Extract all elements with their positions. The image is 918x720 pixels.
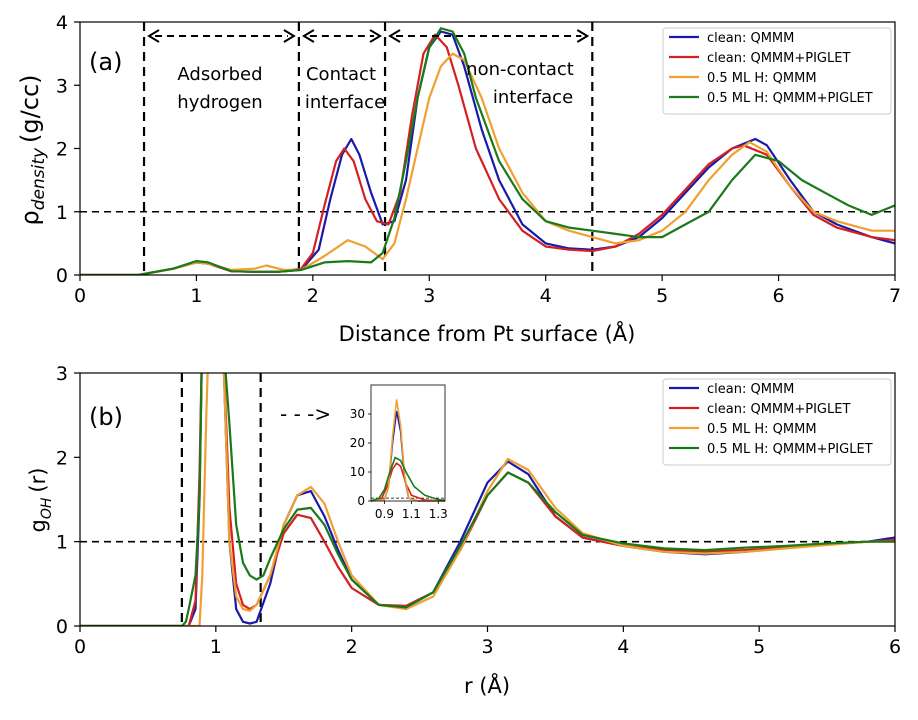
legend-label: 0.5 ML H: QMMM xyxy=(707,422,817,437)
region-label-adsorbed-line2: hydrogen xyxy=(177,92,262,113)
x-tick-label: 7 xyxy=(889,285,901,307)
region-arrowhead-right xyxy=(369,29,382,43)
panel-a-region-annotations: Adsorbed hydrogen Contact interface non-… xyxy=(147,29,590,113)
y-tick-label: 0 xyxy=(56,616,68,638)
region-arrowhead-left xyxy=(388,29,401,43)
panel-a-y-label-unit: (g/cc) xyxy=(16,74,44,142)
x-tick-label: 0 xyxy=(74,636,86,658)
panel-b-y-axis-label: gOH (r) xyxy=(26,468,55,533)
legend-label: 0.5 ML H: QMMM+PIGLET xyxy=(707,442,873,457)
panel-b-plot-area xyxy=(80,373,895,626)
y-tick-label: 3 xyxy=(56,75,68,97)
legend-label: 0.5 ML H: QMMM+PIGLET xyxy=(707,91,873,106)
region-label-contact-line2: interface xyxy=(305,92,385,113)
y-tick-label: 0 xyxy=(56,265,68,287)
inset-y-tick-label: 10 xyxy=(350,465,365,479)
x-tick-label: 5 xyxy=(753,636,765,658)
y-tick-label: 1 xyxy=(56,202,68,224)
x-tick-label: 5 xyxy=(656,285,668,307)
inset-x-tick-label: 0.9 xyxy=(375,507,394,521)
panel-a-y-ticks: 0 1 2 3 4 xyxy=(56,12,80,287)
panel-a-x-ticks: 0 1 2 3 4 5 6 7 xyxy=(74,275,901,307)
x-tick-label: 4 xyxy=(540,285,552,307)
y-tick-label: 2 xyxy=(56,447,68,469)
panel-b-chart: 0 1 2 3 4 5 6 0 1 2 3 r (Å) gOH (r) (b) - - -> 0.9… xyxy=(26,363,901,698)
panel-a-plot-area xyxy=(80,22,895,275)
panel-b-label: (b) xyxy=(89,403,123,431)
inset-background xyxy=(371,385,445,501)
panel-b-y-label-unit: (r) xyxy=(26,468,50,493)
region-arrowhead-right xyxy=(576,29,590,43)
svg-text:ρdensity(g/cc): ρdensity (g/cc) xyxy=(16,74,49,225)
x-tick-label: 6 xyxy=(773,285,785,307)
panel-b-y-label-subscript: OH xyxy=(39,497,55,519)
region-arrowhead-left xyxy=(301,29,315,43)
panel-b-x-axis-label: r (Å) xyxy=(464,672,510,698)
panel-b-x-ticks: 0 1 2 3 4 5 6 xyxy=(74,626,901,658)
inset-series-line xyxy=(370,456,446,502)
series-line-clean-piglet xyxy=(80,373,895,626)
y-tick-label: 4 xyxy=(56,12,68,34)
x-tick-label: 3 xyxy=(481,636,493,658)
region-label-noncontact-line2: interface xyxy=(493,87,573,108)
inset-series-line xyxy=(370,462,446,502)
x-tick-label: 1 xyxy=(210,636,222,658)
x-tick-label: 6 xyxy=(889,636,901,658)
panel-a-chart: 0 1 2 3 4 5 6 7 0 1 2 3 4 Distance from Pt surface … xyxy=(16,12,901,346)
x-tick-label: 1 xyxy=(190,285,202,307)
inset-y-tick-label: 30 xyxy=(350,407,365,421)
panel-a-x-axis-label: Distance from Pt surface (Å) xyxy=(339,320,636,346)
legend-label: clean: QMMM xyxy=(707,382,794,397)
panel-b-inset: 0.9 1.1 1.3 0 10 20 30 xyxy=(350,384,448,521)
inset-y-tick-label: 0 xyxy=(357,494,365,508)
inset-y-tick-label: 20 xyxy=(350,436,365,450)
panel-a-y-axis-label: ρdensity (g/cc) xyxy=(16,74,49,225)
region-arrowhead-left xyxy=(147,29,160,43)
region-label-noncontact-line1: non-contact xyxy=(466,59,574,80)
panel-b-legend-box xyxy=(662,378,892,466)
legend-label: 0.5 ML H: QMMM xyxy=(707,71,817,86)
panel-b-inset-arrow: - - -> xyxy=(280,402,331,426)
legend-label: clean: QMMM xyxy=(707,31,794,46)
series-line-h-piglet xyxy=(80,27,895,275)
legend-label: clean: QMMM+PIGLET xyxy=(707,402,850,417)
panel-b-y-label-symbol: g xyxy=(26,519,50,532)
x-tick-label: 2 xyxy=(346,636,358,658)
inset-x-tick-label: 1.1 xyxy=(402,507,421,521)
legend-label: clean: QMMM+PIGLET xyxy=(707,51,850,66)
panel-b-y-ticks: 0 1 2 3 xyxy=(56,363,80,638)
svg-text:gOH(r): gOH (r) xyxy=(26,468,55,533)
x-tick-label: 2 xyxy=(307,285,319,307)
series-line-h-piglet xyxy=(80,373,895,626)
series-line-h-qmmm xyxy=(80,52,895,275)
series-line-h-qmmm xyxy=(80,373,895,626)
panel-a-y-label-subscript: density xyxy=(29,147,49,210)
x-tick-label: 4 xyxy=(617,636,629,658)
panel-b-legend: clean: QMMM clean: QMMM+PIGLET 0.5 ML H: Q… xyxy=(662,378,892,466)
panel-a-y-label-symbol: ρ xyxy=(16,210,44,225)
panel-a-legend-box xyxy=(662,27,892,115)
y-tick-label: 3 xyxy=(56,363,68,385)
x-tick-label: 3 xyxy=(423,285,435,307)
inset-x-tick-label: 1.3 xyxy=(429,507,448,521)
y-tick-label: 1 xyxy=(56,532,68,554)
region-label-adsorbed-line1: Adsorbed xyxy=(177,64,262,85)
x-tick-label: 0 xyxy=(74,285,86,307)
region-arrowhead-right xyxy=(283,29,296,43)
region-label-contact-line1: Contact xyxy=(306,64,376,85)
panel-a-label: (a) xyxy=(89,48,122,76)
y-tick-label: 2 xyxy=(56,139,68,161)
panel-a-legend: clean: QMMM clean: QMMM+PIGLET 0.5 ML H: Q… xyxy=(662,27,892,115)
inset-series-line xyxy=(370,399,445,502)
